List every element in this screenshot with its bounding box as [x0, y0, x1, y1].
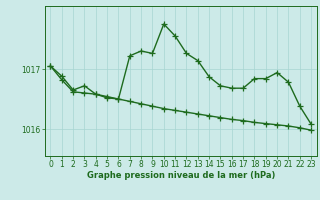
X-axis label: Graphe pression niveau de la mer (hPa): Graphe pression niveau de la mer (hPa)	[87, 171, 275, 180]
